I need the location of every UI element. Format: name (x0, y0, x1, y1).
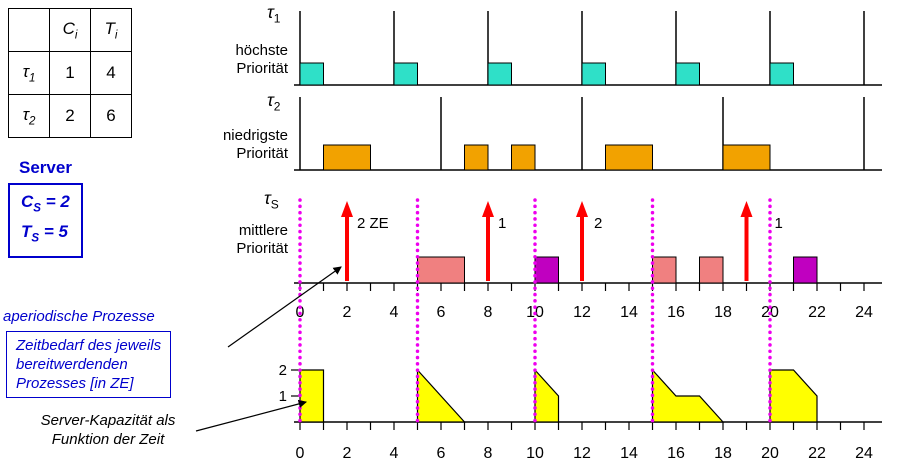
upper-axis-label: 18 (714, 304, 732, 321)
task1-priority-line2: Priorität (236, 60, 288, 77)
server-capacity-param: CS = 2 (21, 192, 70, 215)
aperiodic-request-label: 1 (498, 215, 506, 232)
upper-axis-label: 12 (573, 304, 591, 321)
table-row-task1: τ1 1 4 (8, 51, 132, 95)
server-capacity-shape (769, 369, 818, 423)
task1-execution-block (299, 62, 324, 86)
zeitbedarf-line3: Prozesses [in ZE] (16, 375, 134, 392)
lower-axis-label: 18 (714, 445, 732, 462)
upper-axis-label: 4 (390, 304, 399, 321)
server-execution-block (699, 256, 724, 284)
server-execution-block (793, 256, 818, 284)
zeitbedarf-line1: Zeitbedarf des jeweils (16, 337, 162, 354)
server-capacity-shape (534, 368, 560, 423)
table-task2-c: 2 (49, 94, 91, 138)
lower-axis-label: 8 (484, 445, 493, 462)
upper-axis-label: 8 (484, 304, 493, 321)
task2-execution-block (464, 144, 489, 171)
lower-axis-label: 24 (855, 445, 873, 462)
upper-axis-label: 14 (620, 304, 638, 321)
upper-axis-label: 16 (667, 304, 685, 321)
table-task1-t: 4 (90, 51, 132, 95)
capacity-ylabel: 1 (279, 388, 287, 405)
table-header-ci: Ci (49, 8, 91, 52)
aperiodic-request-label: 2 ZE (357, 215, 389, 232)
server-execution-block (534, 256, 559, 284)
capacity-ylabel: 2 (279, 362, 287, 379)
zeitbedarf-pointer-line (227, 266, 342, 348)
task2-execution-block (323, 144, 371, 171)
table-task2-cell: τ2 (8, 94, 50, 138)
server-priority-line1: mittlere (238, 222, 288, 239)
server-capacity-shape (416, 368, 466, 423)
lower-axis-label: 0 (296, 445, 305, 462)
server-symbol: τS (264, 188, 279, 212)
upper-axis-label: 24 (855, 304, 873, 321)
lower-axis-label: 16 (667, 445, 685, 462)
task2-symbol: τ2 (267, 90, 281, 114)
aperiodic-request-arrowhead (576, 201, 588, 217)
aperiodic-processes-note: aperiodische Prozesse (3, 308, 155, 325)
server-period-param: TS = 5 (21, 222, 68, 245)
task2-execution-block (511, 144, 536, 171)
aperiodic-request-label: 2 (594, 215, 602, 232)
task1-execution-block (769, 62, 794, 86)
task-params-table: Ci Ti τ1 1 4 τ2 2 6 (8, 8, 132, 138)
table-corner-cell (8, 8, 50, 52)
server-params-box: CS = 2 TS = 5 (8, 183, 83, 258)
task1-execution-block (581, 62, 606, 86)
lower-axis-label: 10 (526, 445, 544, 462)
lower-axis-label: 2 (343, 445, 352, 462)
lower-axis-label: 4 (390, 445, 399, 462)
zeitbedarf-annotation-box: Zeitbedarf des jeweils bereitwerdenden P… (6, 331, 172, 398)
server-priority-label: mittlere Priorität (168, 222, 288, 258)
task2-priority-label: niedrigste Priorität (168, 127, 288, 163)
upper-axis-label: 22 (808, 304, 826, 321)
table-task1-cell: τ1 (8, 51, 50, 95)
task2-execution-block (722, 144, 771, 171)
server-capacity-note-line2: Funktion der Zeit (51, 431, 165, 448)
lower-axis-label: 20 (761, 445, 779, 462)
task2-priority-line1: niedrigste (222, 127, 288, 144)
table-header-ti: Ti (90, 8, 132, 52)
task1-priority-line1: höchste (235, 42, 288, 59)
table-header-row: Ci Ti (8, 8, 132, 52)
table-row-task2: τ2 2 6 (8, 94, 132, 138)
table-task1-c: 1 (49, 51, 91, 95)
aperiodic-request-arrowhead (341, 201, 353, 217)
server-execution-block (417, 256, 465, 284)
task1-priority-label: höchste Priorität (168, 42, 288, 78)
lower-axis-label: 14 (620, 445, 638, 462)
task2-execution-block (605, 144, 653, 171)
server-execution-block (652, 256, 677, 284)
lower-axis-label: 6 (437, 445, 446, 462)
upper-axis-label: 2 (343, 304, 352, 321)
table-task2-t: 6 (90, 94, 132, 138)
aperiodic-request-arrowhead (482, 201, 494, 217)
server-capacity-note-line1: Server-Kapazität als (40, 412, 176, 429)
server-capacity-shape (651, 368, 725, 423)
lower-axis-label: 12 (573, 445, 591, 462)
server-capacity-note: Server-Kapazität als Funktion der Zeit (16, 411, 200, 449)
server-title: Server (19, 158, 72, 177)
server-capacity-shape (299, 369, 325, 423)
capacity-pointer-line (195, 399, 308, 432)
aperiodic-request-arrowhead (740, 201, 753, 217)
zeitbedarf-line2: bereitwerdenden (16, 356, 128, 373)
task1-symbol: τ1 (267, 2, 281, 26)
upper-axis-label: 6 (437, 304, 446, 321)
task1-execution-block (675, 62, 700, 86)
lower-axis-label: 22 (808, 445, 826, 462)
server-priority-line2: Priorität (236, 240, 288, 257)
task2-priority-line2: Priorität (236, 145, 288, 162)
task1-execution-block (487, 62, 512, 86)
task1-execution-block (393, 62, 418, 86)
aperiodic-request-label: 1 (775, 215, 783, 232)
